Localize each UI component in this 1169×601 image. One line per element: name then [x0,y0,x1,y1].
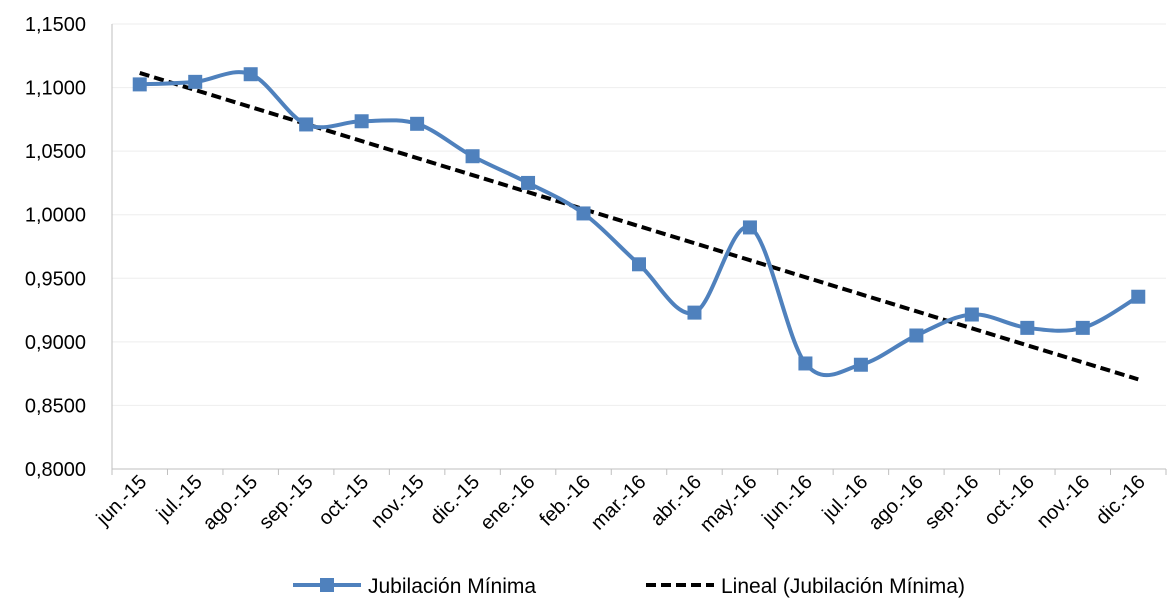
data-point-marker [243,67,258,82]
data-point-marker [798,356,813,371]
y-tick-labels: 0,8000 0,8500 0,9000 0,9500 1,0000 1,0500 1,10… [25,14,86,481]
data-point-marker [964,307,979,322]
legend-marker-series [320,578,334,592]
data-series [132,67,1146,378]
x-tick-label: ago.-16 [864,471,928,535]
x-tick-label: sep.-16 [921,471,984,534]
data-point-marker [687,305,702,320]
x-tick-label: nov.-15 [367,471,429,533]
x-tick-label: ago.-15 [199,471,263,535]
data-point-marker [132,77,147,92]
x-tick-label: may.-16 [696,471,762,537]
data-point-marker [1131,289,1146,304]
data-point-marker [1020,320,1035,335]
x-tick-label: jun.-15 [92,471,152,531]
x-tick-label: ene.-16 [476,471,540,535]
data-point-marker [576,206,591,221]
data-point-marker [853,357,868,372]
x-tick-label: dic.-16 [1092,471,1150,529]
data-point-marker [1075,320,1090,335]
x-tick-label: sep.-15 [255,471,318,534]
x-tick-label: jun.-16 [757,471,817,531]
data-point-marker [632,257,646,272]
gridlines [112,23,1166,406]
legend: Jubilación Mínima Lineal (Jubilación Mín… [293,575,965,598]
legend-item-series: Jubilación Mínima [293,575,536,598]
y-tick-label: 0,8500 [25,395,86,417]
axes [111,24,1166,470]
x-tick-label: jul.-15 [152,471,207,526]
x-tick-label: jul.-16 [818,471,873,526]
x-tick-labels: jun.-15 jul.-15ago.-15sep.-15oct.-15nov.-… [92,469,1167,537]
y-tick-label: 0,8000 [25,459,86,481]
y-tick-label: 1,1000 [25,78,86,100]
x-tick-label: oct.-16 [980,471,1039,530]
data-point-marker [299,117,314,132]
data-point-marker [909,328,924,343]
data-point-marker [354,114,369,129]
y-tick-label: 1,1500 [25,14,86,36]
y-tick-label: 1,0500 [25,141,86,163]
trendline [139,71,1139,382]
legend-item-trendline: Lineal (Jubilación Mínima) [646,575,965,598]
x-tick-label: nov.-16 [1033,471,1095,533]
legend-label-trendline: Lineal (Jubilación Mínima) [721,575,965,598]
data-point-marker [521,175,536,190]
x-tick-label: oct.-15 [314,471,373,530]
y-tick-label: 0,9500 [25,268,86,290]
y-tick-label: 0,9000 [25,332,86,354]
data-point-marker [742,220,757,235]
legend-label-series: Jubilación Mínima [368,575,536,598]
data-point-marker [410,116,425,131]
x-tick-label: mar.-16 [587,471,651,535]
y-tick-label: 1,0000 [25,205,86,227]
trendline-series [139,71,1139,382]
data-point-marker [465,149,480,164]
data-point-marker [188,74,203,89]
x-tick-label: dic.-15 [426,471,484,529]
x-tick-label: feb.-16 [535,471,595,531]
